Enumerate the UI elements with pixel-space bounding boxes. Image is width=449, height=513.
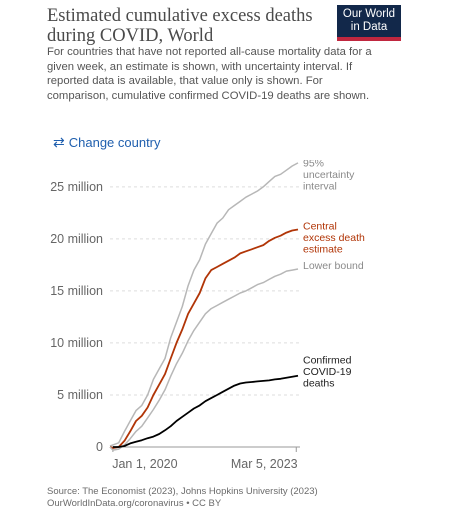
logo-accent-bar [337, 37, 401, 41]
chart-footer: Source: The Economist (2023), Johns Hopk… [47, 486, 318, 510]
source-note: Source: The Economist (2023), Johns Hopk… [47, 486, 318, 497]
chart-subtitle: For countries that have not reported all… [47, 46, 372, 102]
license-link[interactable]: OurWorldInData.org/coronavirus • CC BY [47, 498, 222, 509]
y-tick-label: 5 million [57, 388, 103, 402]
series-line-upper [109, 162, 299, 447]
logo-line-1: Our World [342, 8, 396, 20]
series-label-confirmed: Confirmed [303, 355, 352, 367]
change-country-label: Change country [68, 135, 161, 150]
series-label-central: excess death [303, 232, 365, 244]
y-tick-label: 20 million [50, 232, 103, 246]
series-label-lower: Lower bound [303, 260, 364, 272]
owid-logo[interactable]: Our World in Data [337, 5, 401, 41]
x-tick-label: Mar 5, 2023 [231, 457, 298, 471]
series-label-confirmed: COVID-19 [303, 366, 352, 378]
series-line-central [109, 228, 299, 449]
swap-arrows-icon: ⇄ [53, 134, 65, 150]
change-country-button[interactable]: ⇄ Change country [53, 134, 161, 151]
y-tick-label: 15 million [50, 284, 103, 298]
x-tick-label: Jan 1, 2020 [112, 457, 177, 471]
series-label-upper: uncertainty [303, 169, 355, 181]
series-label-upper: 95% [303, 160, 324, 169]
y-tick-label: 10 million [50, 336, 103, 350]
series-label-central: estimate [303, 243, 343, 255]
series-line-confirmed [112, 374, 299, 448]
logo-line-2: in Data [350, 21, 388, 33]
line-chart: 0 5 million 10 million 15 million 20 million… [50, 160, 365, 471]
series-line-lower [109, 268, 299, 451]
series-label-upper: interval [303, 180, 337, 192]
chart-title: Estimated cumulative excess deaths durin… [47, 6, 313, 46]
y-tick-label: 25 million [50, 180, 103, 194]
y-tick-label: 0 [96, 440, 103, 454]
series-label-confirmed: deaths [303, 378, 335, 390]
series-label-central: Central [303, 220, 337, 232]
